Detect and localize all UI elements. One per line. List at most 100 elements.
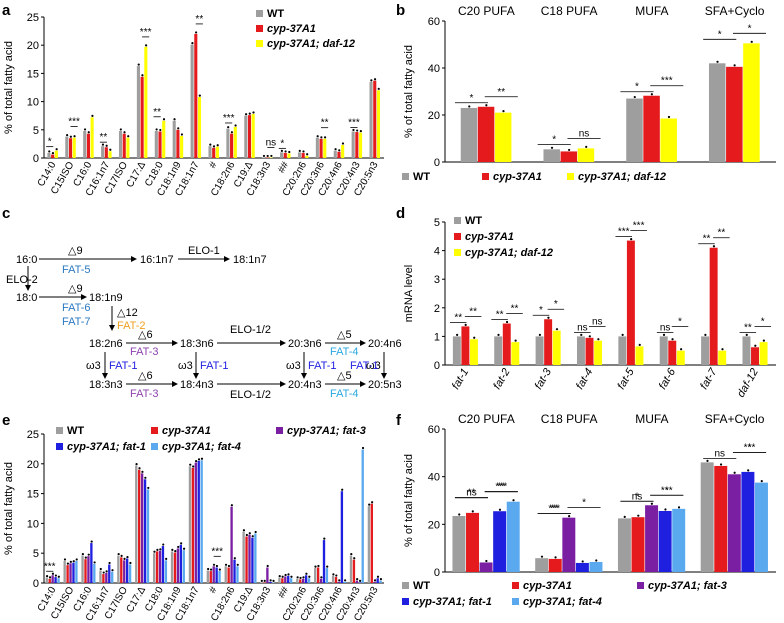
bar-e	[212, 566, 215, 583]
bar-e	[314, 568, 317, 583]
bar-e	[245, 536, 248, 583]
bar-e	[278, 577, 281, 583]
data-point-a	[227, 126, 230, 129]
data-point-a	[162, 118, 166, 121]
bar-e	[260, 582, 263, 583]
data-point-e	[135, 462, 138, 466]
category-label-b: C20 PUFA	[458, 4, 515, 18]
y-tick-label-e: 10	[27, 518, 39, 530]
bar-a	[68, 138, 73, 158]
significance-label-d: *	[678, 316, 682, 327]
data-point-a	[341, 142, 345, 145]
data-point-d	[662, 333, 666, 336]
bar-e	[215, 567, 218, 583]
bar-a	[136, 66, 140, 158]
bar-a	[158, 131, 162, 158]
y-tick-label-e: 0	[33, 578, 39, 590]
bar-e	[173, 552, 177, 583]
data-point-f	[664, 508, 667, 511]
significance-label-d: ns	[577, 322, 588, 333]
bar-e	[367, 506, 371, 583]
bar-a	[172, 120, 176, 158]
enzyme-fat-3-b: FAT-3	[130, 388, 159, 400]
significance-label-a: ***	[68, 117, 80, 128]
significance-label-f: **	[550, 504, 558, 515]
data-point-e	[299, 576, 302, 580]
chart-panel-d: 0 1 2 3 4 5 mRNA level fat-1 fat-2 fat-3 fat-4 fat-…	[403, 215, 776, 400]
data-point-e	[227, 564, 231, 568]
category-label-b: C18 PUFA	[541, 4, 598, 18]
bar-e	[224, 566, 227, 583]
significance-label-a: *	[280, 138, 284, 149]
bar-d	[742, 336, 751, 365]
data-point-e	[57, 575, 60, 578]
data-point-e	[138, 467, 141, 470]
data-point-f	[623, 515, 626, 518]
label-delta9-b: △9	[68, 283, 83, 295]
data-point-d	[555, 328, 559, 331]
node-18-0: 18:0	[16, 292, 37, 304]
bar-f	[575, 562, 589, 572]
significance-label-e: ***	[44, 561, 56, 572]
bar-e	[143, 479, 147, 583]
y-tick-label-e: 25	[27, 429, 39, 441]
bar-e	[155, 551, 159, 583]
data-point-e	[272, 579, 275, 583]
significance-label-f: ***	[548, 504, 560, 515]
y-tick-label-a: 10	[27, 97, 39, 109]
data-point-d	[514, 339, 517, 342]
data-point-a	[234, 124, 237, 127]
enzyme-fat-4-a: FAT-4	[330, 346, 359, 358]
data-point-a	[198, 94, 201, 97]
data-point-a	[91, 114, 94, 117]
significance-label-d: ***	[633, 221, 645, 232]
category-label-f: C20 PUFA	[458, 412, 515, 426]
node-18-4n3: 18:4n3	[180, 379, 214, 391]
data-point-e	[159, 548, 162, 551]
bar-f	[535, 558, 549, 572]
bar-b	[543, 149, 560, 162]
significance-label-d: ns	[660, 322, 671, 333]
data-point-e	[341, 488, 344, 491]
bar-a	[83, 130, 87, 158]
y-tick-label-e: 5	[33, 548, 39, 560]
enzyme-fat-1-d: FAT-1	[350, 360, 379, 372]
bar-f	[658, 510, 672, 572]
data-point-a	[270, 154, 273, 158]
data-point-a	[356, 129, 359, 132]
bar-a	[215, 146, 219, 158]
data-point-a	[334, 148, 337, 151]
data-point-a	[302, 150, 305, 153]
bar-e	[188, 466, 192, 583]
significance-label-b: ***	[661, 76, 673, 87]
bar-a	[212, 147, 216, 158]
bar-a	[359, 132, 363, 158]
data-point-b	[633, 95, 636, 99]
data-point-e	[126, 555, 129, 559]
significance-label-d: *	[554, 299, 558, 310]
bar-d	[544, 319, 553, 365]
bar-e	[87, 556, 90, 583]
data-point-f	[498, 508, 502, 511]
data-point-e	[156, 548, 159, 552]
bar-f	[617, 518, 631, 572]
data-point-e	[51, 572, 55, 575]
data-point-e	[212, 563, 216, 566]
data-point-b	[468, 105, 471, 108]
data-point-a	[137, 63, 140, 66]
bar-a	[337, 151, 341, 158]
bar-f	[548, 558, 562, 572]
enzyme-fat-7: FAT-7	[62, 316, 91, 328]
bar-a	[51, 154, 55, 158]
label-elo-12-a: ELO-1/2	[230, 324, 271, 336]
data-point-b	[750, 40, 753, 43]
data-point-f	[760, 480, 763, 483]
legend-label-f: cyp-37A1; fat-4	[523, 596, 602, 608]
data-point-d	[456, 333, 459, 336]
bar-e	[242, 531, 245, 583]
bar-f	[741, 471, 755, 572]
bar-e	[117, 555, 120, 583]
bar-a	[244, 115, 248, 158]
label-omega3-a: ω3	[86, 360, 101, 372]
